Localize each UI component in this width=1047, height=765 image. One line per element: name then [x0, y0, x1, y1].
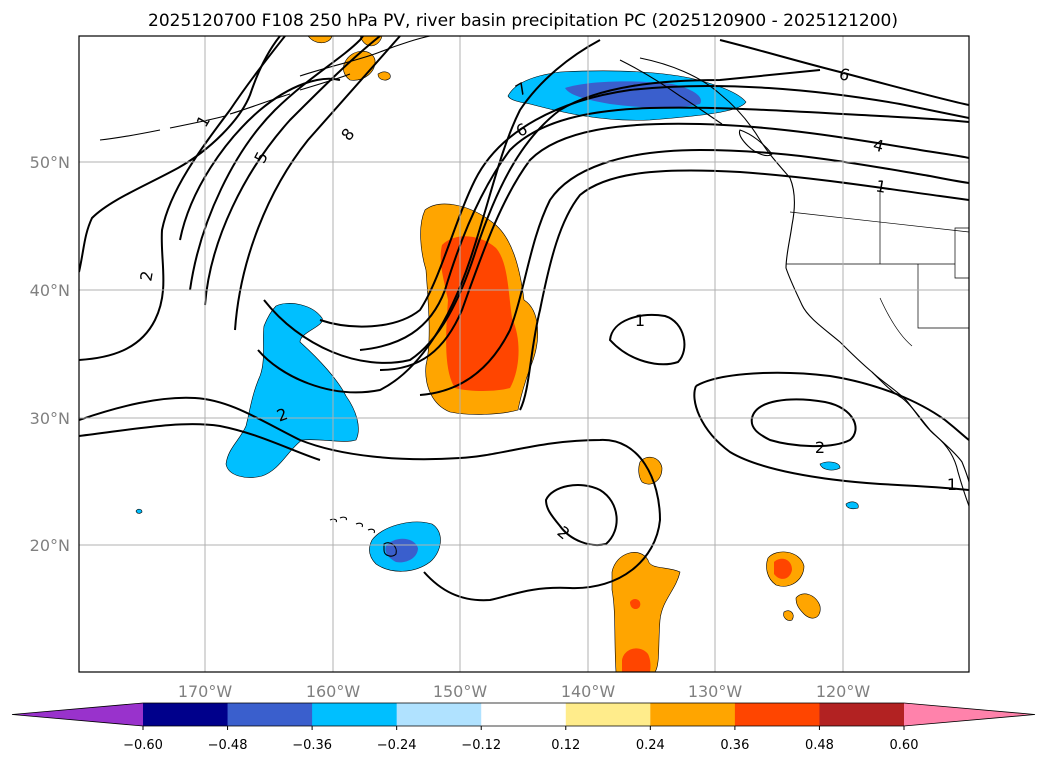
pv-contour-jet-2	[319, 84, 969, 328]
positive-pc-region-south	[611, 552, 681, 672]
coastlines	[99, 36, 969, 557]
latitude-labels: 50°N 40°N 30°N 20°N	[30, 153, 70, 555]
pv-contour-2-south	[544, 484, 618, 546]
pv-contour-outer-1-east	[693, 371, 969, 491]
colorbar-tick-label: −0.24	[377, 738, 417, 753]
colorbar-segment	[396, 703, 482, 726]
hawaii-islands	[329, 516, 376, 534]
contour-label: 1	[635, 311, 645, 330]
lon-label: 150°W	[433, 682, 488, 701]
colorbar-segment	[734, 703, 820, 726]
lat-label: 50°N	[30, 153, 70, 172]
colorbar-segment	[312, 703, 398, 726]
colorbar: −0.60 −0.48 −0.36 −0.24 −0.12 0.12 0.24 0.36 0.4…	[11, 702, 1036, 753]
strong-positive-pc-dot	[630, 599, 641, 610]
colorbar-extend-low	[12, 703, 143, 726]
lon-label: 170°W	[178, 682, 233, 701]
pv-contour-1-west	[79, 36, 286, 361]
contour-label: 1	[874, 176, 887, 196]
positive-pc-region-east-2	[795, 593, 821, 619]
state-borders	[786, 190, 969, 347]
strong-positive-pc-region-south	[622, 648, 651, 672]
figure-title: 2025120700 F108 250 hPa PV, river basin …	[148, 11, 898, 31]
pv-contour-trough-1	[189, 36, 364, 291]
alaska-panhandle	[619, 59, 723, 125]
pv-contour-trough-4	[257, 39, 601, 394]
colorbar-segment	[819, 703, 905, 726]
negative-pc-region-west	[225, 303, 359, 478]
lat-label: 20°N	[30, 536, 70, 555]
colorbar-segment	[565, 703, 651, 726]
pv-contour-trough-3	[234, 36, 401, 331]
colorbar-ticks: −0.60 −0.48 −0.36 −0.24 −0.12 0.12 0.24 0.36 0.4…	[123, 726, 918, 753]
map-frame	[78, 35, 970, 673]
negative-pc-region-small-west	[135, 508, 143, 514]
pv-contour-high-2-east	[750, 398, 857, 448]
longitude-labels: 170°W 160°W 150°W 140°W 130°W 120°W	[178, 682, 871, 701]
pv-contour-northeast-6	[719, 39, 969, 106]
colorbar-segments	[12, 703, 1035, 726]
pv-contour-lower-1	[79, 396, 662, 602]
colorbar-tick-label: 0.60	[890, 738, 919, 753]
colorbar-tick-label: −0.12	[461, 738, 501, 753]
negative-pc-region-small-east	[819, 461, 841, 471]
pv-contour-low-1-center	[608, 314, 686, 366]
colorbar-extend-high	[904, 703, 1035, 726]
colorbar-tick-label: −0.36	[292, 738, 332, 753]
lon-label: 140°W	[561, 682, 616, 701]
vancouver-island	[738, 129, 773, 157]
pv-contour-trough-2	[204, 36, 381, 306]
lat-label: 40°N	[30, 281, 70, 300]
colorbar-segment	[227, 703, 313, 726]
lat-label: 30°N	[30, 409, 70, 428]
colorbar-tick-label: 0.12	[551, 738, 580, 753]
pv-contour-trough-outer	[179, 77, 341, 241]
negative-pc-region-small-east-2	[845, 501, 859, 510]
pv-contour-jet-4	[419, 148, 969, 396]
contour-label: 1	[947, 475, 957, 494]
contour-label: 2	[136, 269, 156, 282]
pv-contour-jet-5	[519, 169, 969, 411]
pv-contour-2-west	[79, 36, 281, 273]
contour-label: 4	[871, 135, 886, 156]
baja-coast	[871, 371, 969, 507]
colorbar-tick-label: 0.24	[636, 738, 665, 753]
alaska-peninsula	[299, 36, 431, 77]
colorbar-tick-label: −0.48	[208, 738, 248, 753]
pv-contour-jet-3	[379, 122, 969, 371]
lon-label: 130°W	[688, 682, 743, 701]
positive-pc-region-east-3	[783, 610, 794, 621]
lon-label: 160°W	[306, 682, 361, 701]
colorbar-segment	[650, 703, 736, 726]
pv-contour-trough-5	[263, 69, 821, 364]
colorbar-segment	[481, 703, 567, 726]
colorbar-tick-label: −0.60	[123, 738, 163, 753]
colorbar-segment	[143, 703, 229, 726]
map-content: 1 2 5 8 7 6 4 6 1 1 2 2 2 1	[79, 36, 969, 672]
gridlines	[79, 36, 969, 672]
lon-label: 120°W	[816, 682, 871, 701]
strong-negative-pc-region-north	[565, 81, 701, 108]
colorbar-tick-label: 0.36	[720, 738, 749, 753]
positive-pc-region-north-4	[377, 71, 391, 81]
contour-label: 6	[837, 64, 852, 85]
colorbar-tick-label: 0.48	[805, 738, 834, 753]
hawaii-big-island	[383, 542, 397, 557]
strong-positive-pc-region-east	[774, 558, 792, 579]
map-panel: 1 2 5 8 7 6 4 6 1 1 2 2 2 1 50°N 40°N 30…	[30, 35, 970, 701]
contour-label: 2	[815, 438, 825, 457]
aleutian-islands	[99, 73, 351, 141]
pv-contour-lower-2	[79, 423, 321, 461]
